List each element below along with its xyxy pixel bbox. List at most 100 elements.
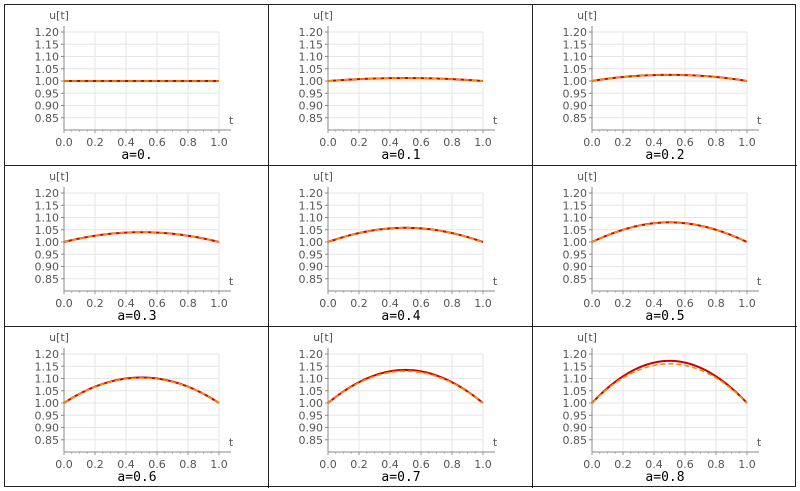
y-tick-label: 1.00	[299, 75, 324, 88]
x-tick-label: 0.8	[179, 458, 197, 471]
plot-svg: 0.850.900.951.001.051.101.151.20 0.0 0.2 0.…	[299, 331, 498, 485]
x-axis-label: t	[493, 275, 498, 288]
y-tick-label: 1.20	[299, 187, 324, 200]
x-tick-label: 0.4	[117, 136, 135, 149]
series-line-dashed	[63, 377, 220, 404]
plot-grid: 0.85 0.90 0.95 1.00 1.05 1.10 1.15 1.20 0.0 0.2 0.…	[4, 4, 797, 488]
x-tick-label: 0.6	[676, 458, 694, 471]
y-tick-label: 0.90	[299, 422, 324, 435]
y-tick-label: 0.95	[563, 409, 588, 422]
y-axis-label: u[t]	[313, 331, 333, 344]
x-tick-label: 0.2	[86, 136, 104, 149]
y-tick-label: 0.90	[563, 422, 588, 435]
y-tick-label: 0.85	[299, 434, 324, 447]
plot-svg: 0.850.900.951.001.051.101.151.20 0.0 0.2 0.…	[563, 331, 762, 485]
x-tick-label: 0.0	[583, 136, 601, 149]
x-tick-label: 0.8	[707, 458, 725, 471]
y-tick-label: 1.15	[299, 199, 324, 212]
y-tick-label: 1.00	[299, 397, 324, 410]
y-tick-label: 0.90	[563, 261, 588, 274]
y-tick-label: 0.95	[563, 87, 588, 100]
y-tick-label: 0.90	[35, 100, 60, 113]
plot-panel: 0.85 0.90 0.95 1.00 1.05 1.10 1.15 1.20 0.0 0.2 0.…	[533, 5, 797, 166]
x-tick-label: 0.6	[148, 136, 166, 149]
x-tick-label: 0.4	[117, 297, 135, 310]
panel-title: a=0.8	[645, 470, 684, 485]
y-tick-label: 1.05	[299, 385, 324, 398]
x-tick-label: 0.6	[148, 458, 166, 471]
y-tick-label: 1.00	[563, 397, 588, 410]
x-tick-label: 0.6	[412, 458, 430, 471]
y-axis-label: u[t]	[577, 170, 597, 183]
plot-svg: 0.850.900.951.001.051.101.151.20 0.0 0.2 0.…	[299, 170, 498, 324]
x-axis-label: t	[757, 436, 762, 449]
panel-title: a=0.1	[381, 148, 420, 163]
y-tick-label: 1.10	[299, 373, 324, 386]
plot-panel: 0.85 0.90 0.95 1.00 1.05 1.10 1.15 1.20 0.0 0.2 0.…	[533, 166, 797, 327]
y-tick-label: 0.85	[35, 273, 60, 286]
y-tick-label: 0.90	[299, 100, 324, 113]
x-tick-label: 0.4	[381, 458, 399, 471]
x-tick-label: 1.0	[210, 458, 228, 471]
plot-svg: 0.850.900.951.001.051.101.151.20 0.0 0.2 0.…	[299, 9, 498, 163]
y-tick-label: 0.95	[35, 87, 60, 100]
panel-title: a=0.5	[645, 309, 684, 324]
x-tick-label: 0.8	[179, 297, 197, 310]
x-tick-label: 0.6	[412, 297, 430, 310]
y-tick-label: 1.10	[563, 51, 588, 64]
y-tick-label: 0.90	[299, 261, 324, 274]
x-tick-label: 0.0	[583, 458, 601, 471]
plot-panel: 0.85 0.90 0.95 1.00 1.05 1.10 1.15 1.20 0.0 0.2 0.…	[269, 166, 533, 327]
plot-svg: 0.850.900.951.001.051.101.151.20 0.0 0.2 0.…	[563, 170, 762, 324]
panel-title: a=0.2	[645, 148, 684, 163]
panel-title: a=0.3	[117, 309, 156, 324]
y-tick-label: 0.85	[563, 434, 588, 447]
x-tick-label: 0.0	[319, 136, 337, 149]
y-tick-label: 1.20	[35, 348, 60, 361]
x-tick-label: 0.4	[645, 297, 663, 310]
y-tick-label: 0.90	[563, 100, 588, 113]
x-tick-label: 1.0	[474, 297, 492, 310]
x-tick-label: 1.0	[738, 136, 756, 149]
y-tick-label: 1.20	[35, 187, 60, 200]
y-tick-label: 0.85	[35, 112, 60, 125]
x-tick-label: 0.8	[443, 458, 461, 471]
y-tick-label: 1.05	[35, 63, 60, 76]
y-tick-label: 1.00	[563, 236, 588, 249]
x-axis-label: t	[229, 114, 234, 127]
y-tick-label: 1.00	[35, 75, 60, 88]
x-tick-label: 0.8	[443, 136, 461, 149]
y-tick-label: 1.20	[299, 348, 324, 361]
x-tick-label: 1.0	[210, 136, 228, 149]
panel-title: a=0.	[121, 148, 152, 163]
x-tick-label: 0.4	[645, 136, 663, 149]
y-tick-label: 1.00	[299, 236, 324, 249]
y-tick-label: 1.05	[35, 224, 60, 237]
y-tick-label: 0.95	[299, 248, 324, 261]
plot-svg: 0.850.900.951.001.051.101.151.20 0.0 0.2 0.…	[35, 170, 234, 324]
y-tick-label: 1.15	[35, 38, 60, 51]
x-tick-label: 0.6	[676, 297, 694, 310]
x-tick-label: 0.2	[614, 458, 632, 471]
y-tick-label: 1.15	[299, 360, 324, 373]
y-tick-label: 1.00	[563, 75, 588, 88]
x-tick-label: 0.8	[443, 297, 461, 310]
x-tick-label: 0.2	[350, 458, 368, 471]
x-tick-label: 0.6	[676, 136, 694, 149]
x-tick-label: 0.4	[117, 458, 135, 471]
x-tick-label: 0.2	[86, 297, 104, 310]
y-tick-label: 1.15	[35, 360, 60, 373]
x-tick-label: 0.0	[55, 136, 73, 149]
y-axis-label: u[t]	[577, 9, 597, 22]
y-tick-label: 1.15	[563, 199, 588, 212]
y-tick-label: 1.05	[35, 385, 60, 398]
x-axis-label: t	[493, 436, 498, 449]
y-tick-label: 0.90	[35, 261, 60, 274]
x-tick-label: 0.8	[179, 136, 197, 149]
x-tick-label: 0.2	[614, 136, 632, 149]
x-axis-label: t	[493, 114, 498, 127]
y-tick-label: 1.05	[563, 63, 588, 76]
y-tick-label: 1.20	[35, 26, 60, 39]
y-axis-label: u[t]	[313, 170, 333, 183]
y-tick-label: 1.15	[563, 360, 588, 373]
